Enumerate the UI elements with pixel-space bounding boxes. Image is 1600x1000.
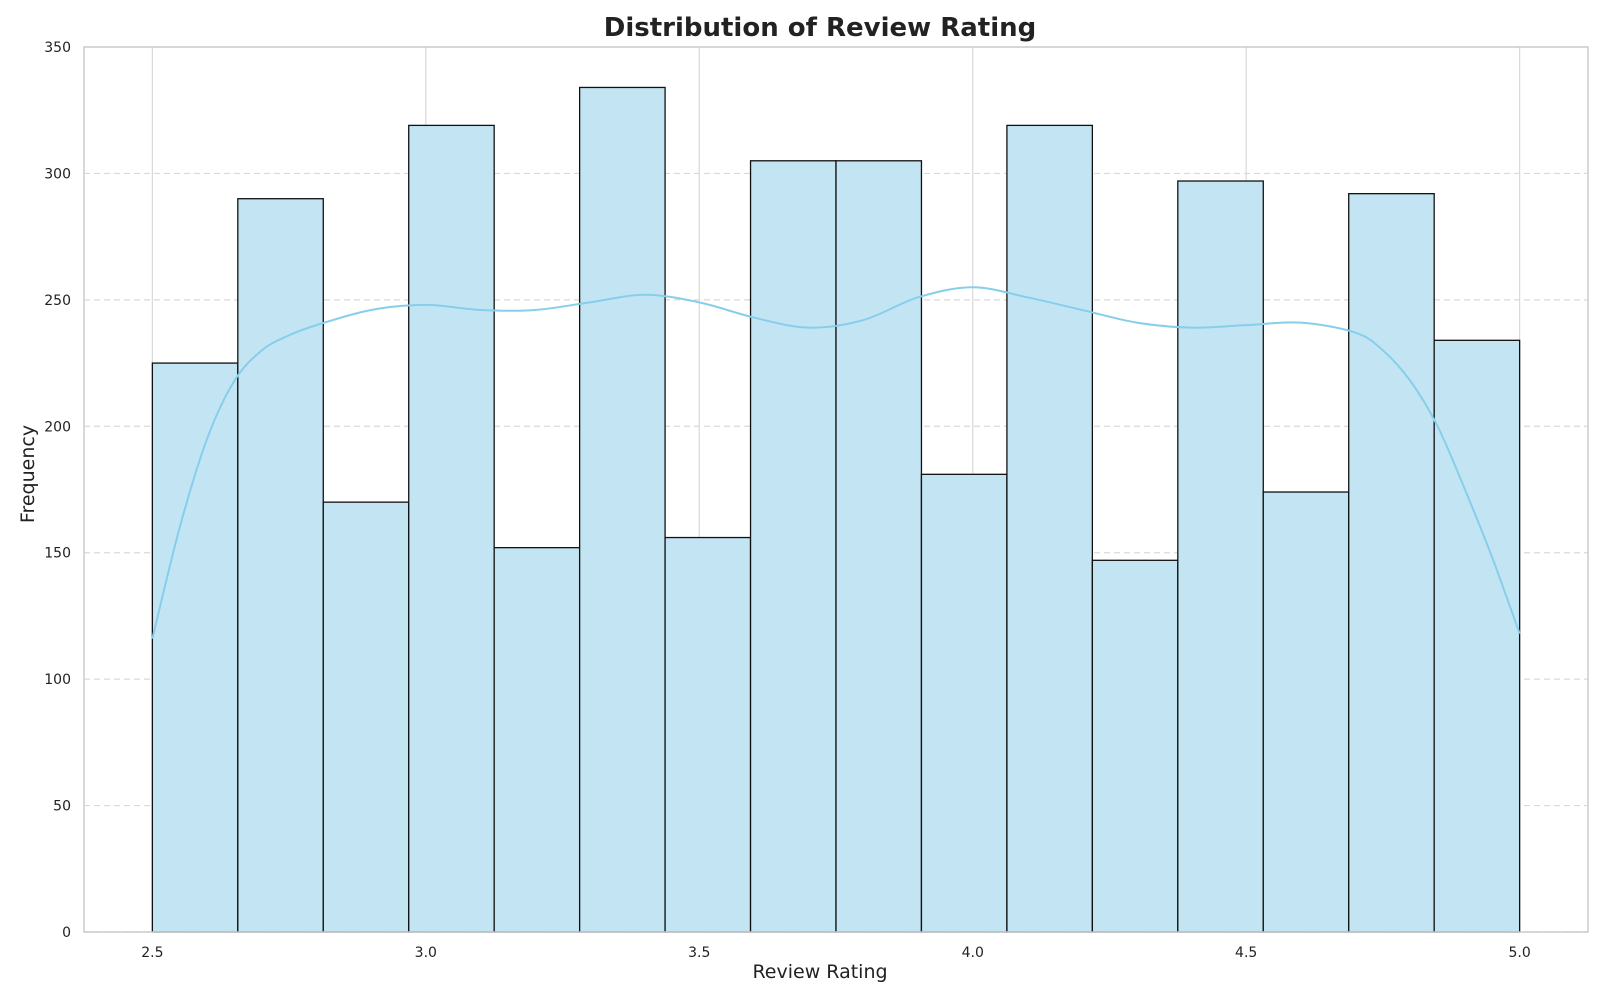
tick-labels: 2.5 3.0 3.5 4.0 4.5 5.0 0 50 100 150 200 250 300 350 [44, 40, 1531, 961]
histogram-bar [1091, 559, 1179, 933]
chart-title: Distribution of Review Rating [604, 13, 1037, 43]
y-tick-label: 150 [44, 546, 71, 562]
x-tick-label: 4.5 [1235, 945, 1257, 961]
y-tick-label: 350 [44, 40, 71, 56]
histogram-bar [749, 160, 837, 933]
x-tick-label: 3.0 [415, 945, 437, 961]
histogram-bar [151, 362, 239, 933]
histogram-bars [151, 86, 1521, 933]
histogram-bar [1348, 193, 1435, 933]
y-tick-label: 250 [44, 293, 71, 309]
axes-frame [83, 46, 1589, 933]
y-tick-label: 200 [44, 419, 71, 435]
x-tick-label: 5.0 [1509, 945, 1531, 961]
histogram-bar [493, 547, 581, 933]
histogram-bar [1262, 491, 1350, 933]
y-tick-label: 300 [44, 166, 71, 182]
histogram-bar [664, 536, 752, 933]
histogram-bar [835, 160, 923, 933]
x-tick-label: 2.5 [141, 945, 163, 961]
plot-frame [83, 46, 1589, 933]
histogram-bar [408, 124, 495, 933]
histogram-bar [1006, 124, 1094, 933]
y-tick-label: 0 [62, 925, 71, 941]
y-tick-label: 100 [44, 672, 71, 688]
x-tick-label: 3.5 [688, 945, 710, 961]
histogram-bar [1433, 339, 1521, 933]
x-tick-label: 4.0 [962, 945, 984, 961]
histogram-bar [1177, 180, 1264, 933]
y-tick-label: 50 [53, 799, 71, 815]
histogram-bar [322, 501, 410, 933]
kde-curve [151, 286, 1521, 639]
y-axis-label: Frequency [17, 425, 39, 523]
x-axis-label: Review Rating [752, 961, 887, 983]
kde-curve-group [151, 286, 1521, 639]
histogram-bar [237, 198, 324, 933]
histogram-bar [578, 86, 666, 933]
histogram-bar [920, 473, 1008, 933]
